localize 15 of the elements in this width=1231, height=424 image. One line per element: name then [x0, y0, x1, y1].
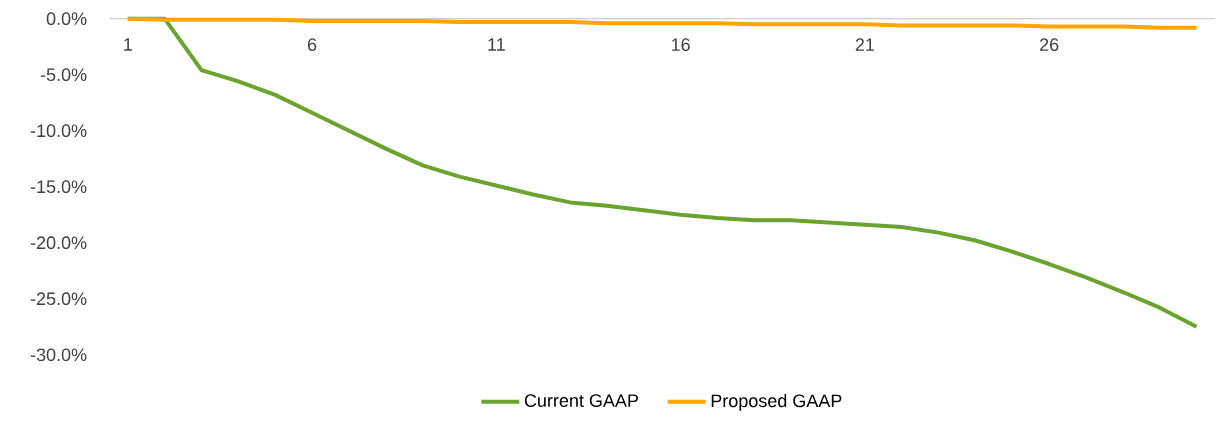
- y-tick-label: -30.0%: [30, 348, 87, 362]
- y-tick-label: -5.0%: [40, 68, 87, 81]
- legend-label: Current GAAP: [524, 394, 639, 407]
- x-tick-label: 1: [124, 38, 132, 51]
- y-tick-label: -10.0%: [30, 124, 87, 138]
- x-tick-label: 6: [307, 38, 317, 51]
- legend-label: Proposed GAAP: [711, 393, 842, 411]
- y-tick-label: -20.0%: [30, 236, 87, 250]
- y-tick-label: 0.0%: [46, 12, 87, 25]
- x-tick-label: 26: [1040, 38, 1059, 51]
- x-tick-label: 11: [488, 38, 505, 51]
- x-tick-label: 21: [855, 38, 875, 51]
- x-tick-label: 16: [671, 38, 690, 51]
- y-tick-label: -25.0%: [30, 292, 87, 306]
- y-tick-label: -15.0%: [30, 180, 87, 194]
